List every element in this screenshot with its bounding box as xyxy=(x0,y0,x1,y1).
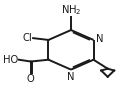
Text: HO: HO xyxy=(2,55,18,65)
Text: N: N xyxy=(67,72,74,82)
Text: Cl: Cl xyxy=(22,33,32,43)
Text: NH$_2$: NH$_2$ xyxy=(61,3,81,17)
Text: N: N xyxy=(96,34,104,44)
Text: O: O xyxy=(27,74,35,84)
